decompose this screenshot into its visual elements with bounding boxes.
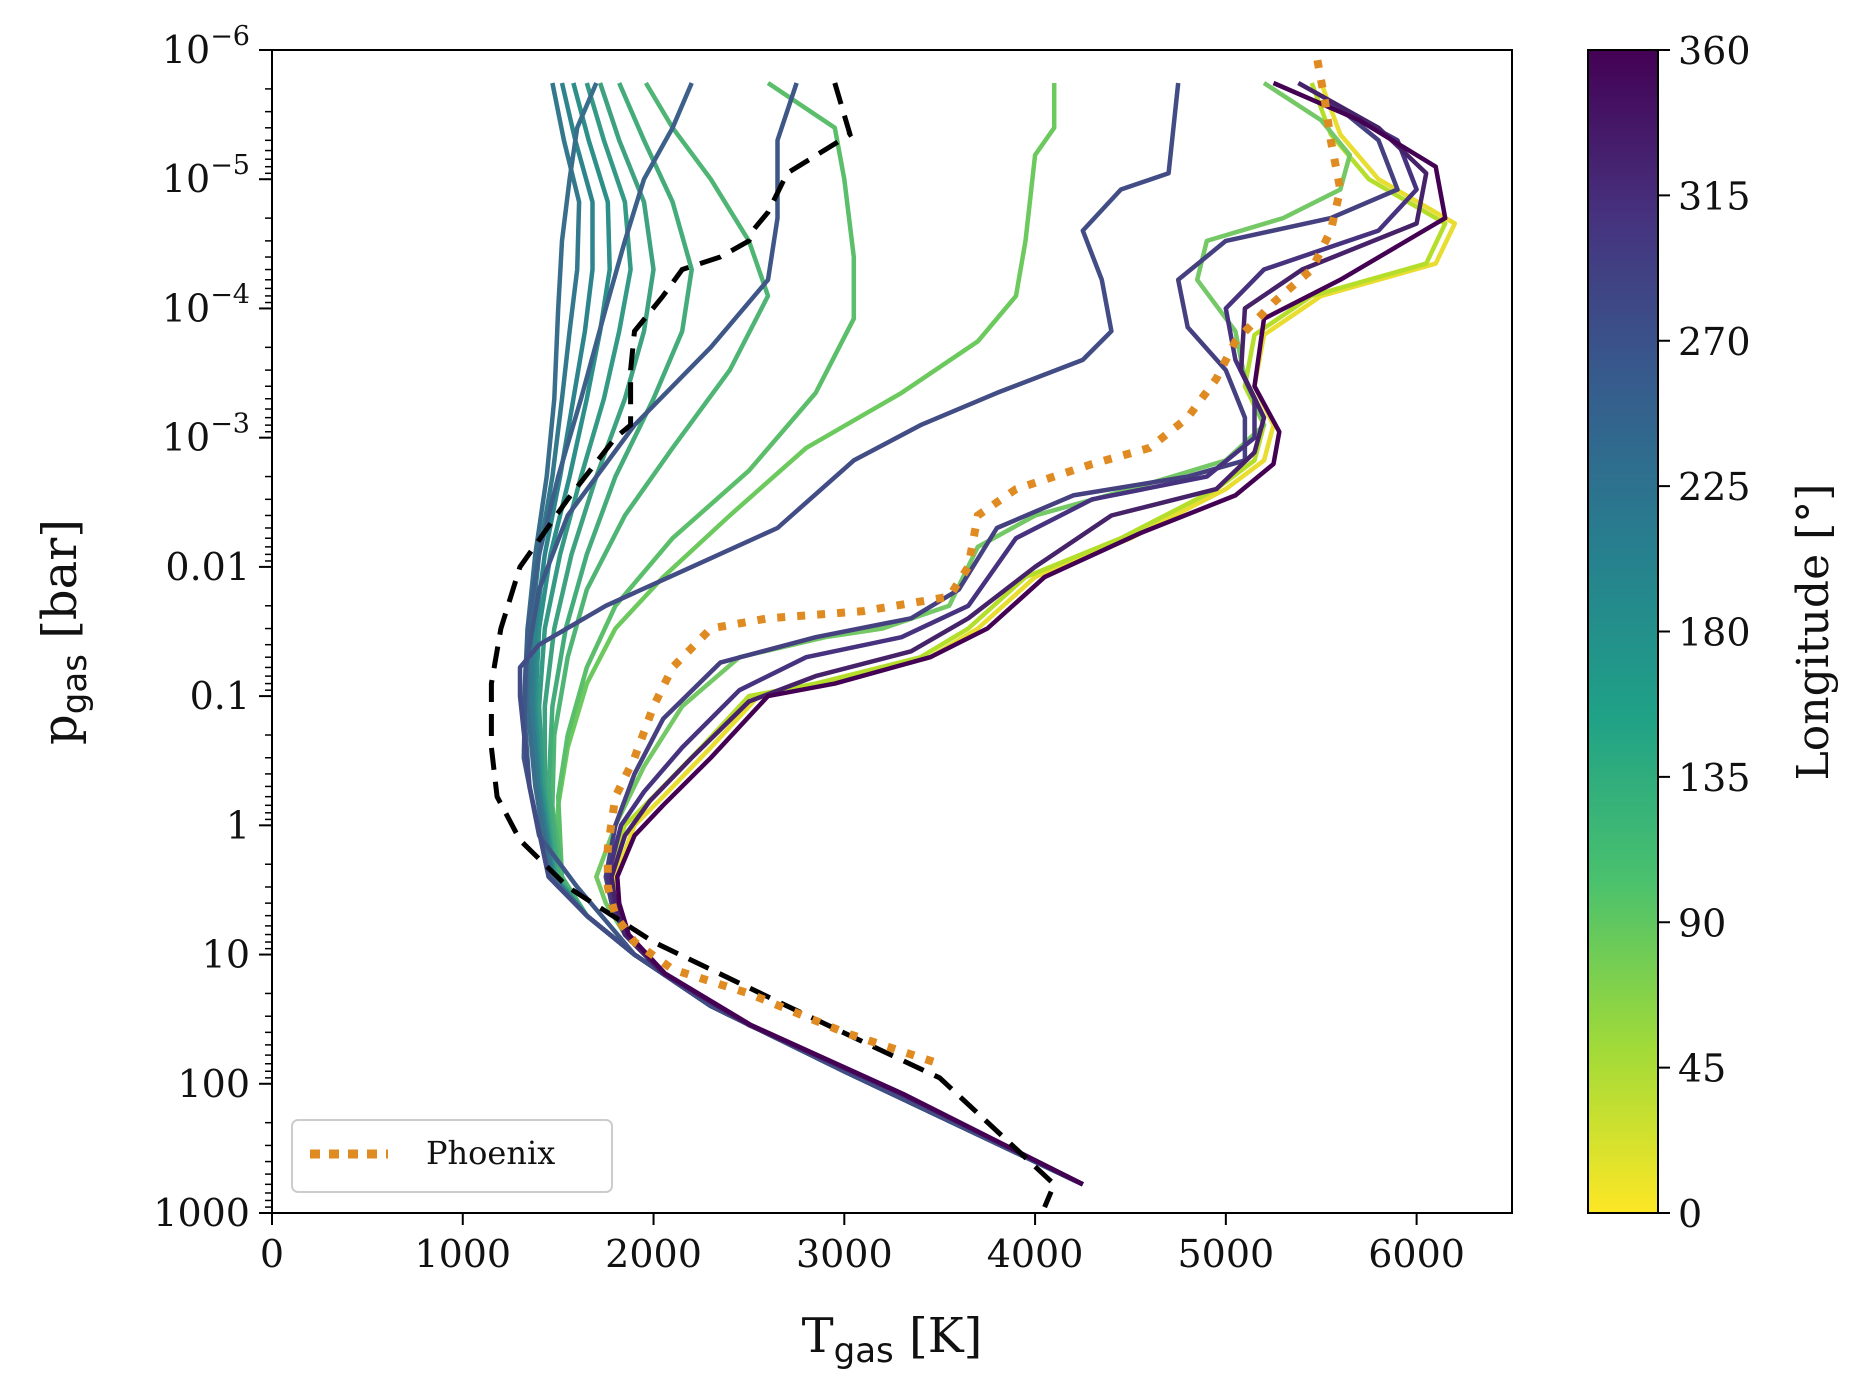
series-layer — [488, 59, 1458, 1209]
colorbar-tick-label: 180 — [1678, 611, 1751, 655]
y-tick-label: 10 — [202, 933, 250, 977]
y-tick-label: 1 — [226, 803, 250, 847]
legend-box — [291, 1119, 613, 1193]
x-tick-label: 1000 — [414, 1232, 511, 1276]
y-tick-label: 10−4 — [162, 279, 250, 330]
x-tick-label: 5000 — [1177, 1232, 1274, 1276]
y-tick-label: 10−5 — [162, 150, 250, 201]
y-tick-label: 100 — [177, 1062, 250, 1106]
x-tick-label: 3000 — [796, 1232, 893, 1276]
y-axis: 10−6 10−5 10−4 10−3 0.01 0.1 1 10 100 1000 — [153, 21, 272, 1235]
y-tick-label: 10−3 — [162, 409, 250, 460]
colorbar-tick-label: 315 — [1678, 174, 1751, 218]
colorbar-tick-label: 135 — [1678, 756, 1751, 800]
series-line-lon-180 — [533, 82, 1084, 1187]
y-tick-label: 10−6 — [162, 21, 250, 72]
legend: Phoenix — [291, 1119, 613, 1193]
colorbar-tick-label: 225 — [1678, 465, 1751, 509]
series-line-lon-310 — [605, 99, 1419, 1187]
colorbar-tick-label: 0 — [1678, 1192, 1702, 1236]
series-line-lon-360 — [615, 80, 1448, 1187]
y-tick-label: 0.1 — [190, 674, 250, 718]
legend-label-phoenix: Phoenix — [426, 1134, 555, 1172]
series-line-lon-200 — [531, 82, 1084, 1187]
colorbar-bar — [1587, 49, 1659, 1214]
y-tick-label: 1000 — [153, 1191, 250, 1235]
x-axis-label: Tgas [K] — [802, 1308, 983, 1371]
y-tick-label: 0.01 — [165, 545, 250, 589]
plot-frame — [271, 49, 1513, 1214]
dashed-reference-line-0 — [488, 82, 1058, 1209]
colorbar-tick-label: 270 — [1678, 320, 1751, 364]
colorbar: 0 45 90 135 180 225 270 315 360 Longitude [°] — [1587, 29, 1839, 1236]
x-tick-label: 0 — [260, 1232, 284, 1276]
x-axis: 0 1000 2000 3000 4000 5000 6000 — [260, 1213, 1465, 1276]
colorbar-tick-label: 45 — [1678, 1047, 1726, 1091]
series-line-lon-280 — [517, 82, 1181, 1187]
colorbar-tick-label: 90 — [1678, 901, 1726, 945]
x-tick-label: 2000 — [605, 1232, 702, 1276]
x-tick-label: 4000 — [987, 1232, 1084, 1276]
colorbar-ticks: 0 45 90 135 180 225 270 315 360 — [1658, 29, 1751, 1236]
colorbar-tick-label: 360 — [1678, 29, 1751, 73]
y-axis-label: pgas [bar] — [32, 519, 95, 745]
plot-area — [271, 49, 1513, 1214]
colorbar-label: Longitude [°] — [1788, 484, 1839, 781]
x-tick-label: 6000 — [1368, 1232, 1465, 1276]
